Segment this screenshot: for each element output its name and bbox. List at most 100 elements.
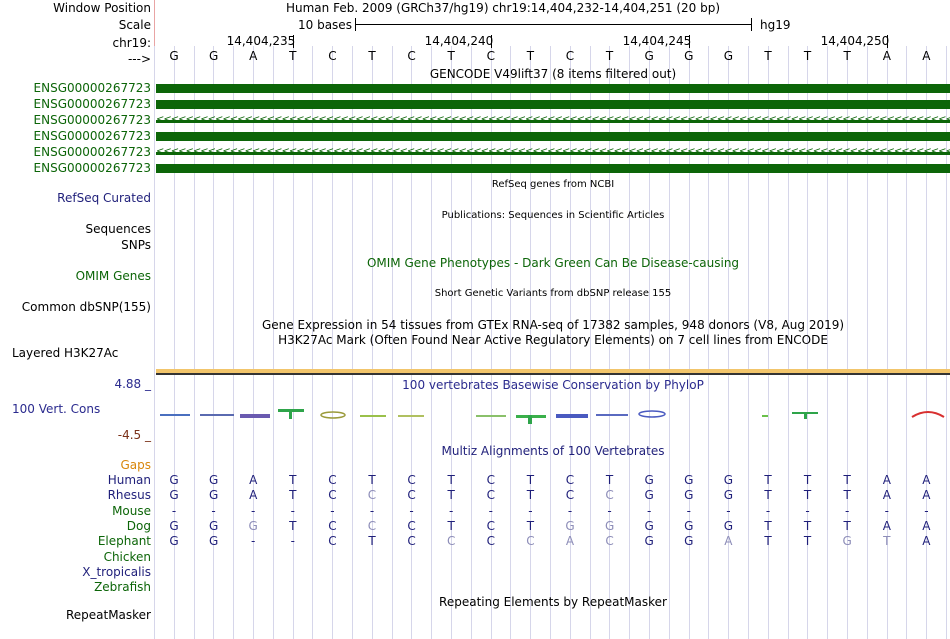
base-letter: A	[882, 49, 891, 63]
gencode-title: GENCODE V49lift37 (8 items filtered out)	[429, 67, 677, 81]
base-letter: G	[208, 49, 219, 63]
base-letter: T	[447, 49, 455, 63]
alignment-base: C	[328, 488, 337, 503]
sequences-label[interactable]: Sequences	[85, 222, 151, 236]
track-separator-highlight	[156, 369, 950, 373]
layered-h3k27ac-label[interactable]: Layered H3K27Ac	[12, 346, 119, 360]
omim-genes-label[interactable]: OMIM Genes	[75, 269, 151, 283]
phylop-title: 100 vertebrates Basewise Conservation by…	[402, 378, 704, 392]
alignment-base: G	[644, 518, 654, 533]
phylop-mark	[160, 414, 190, 416]
phylop-mark	[320, 411, 346, 419]
alignment-base: A	[724, 534, 733, 549]
phylop-mark	[200, 414, 234, 416]
alignment-base: G	[604, 518, 615, 533]
alignment-base: -	[924, 503, 929, 518]
track-label-column: Window Position Scale chr19: ---> ENSG00…	[0, 0, 155, 639]
alignment-base: C	[367, 488, 377, 503]
species-label[interactable]: Chicken	[103, 549, 151, 564]
alignment-base: -	[290, 503, 295, 518]
gridline	[391, 46, 393, 639]
alignment-base: T	[289, 488, 297, 503]
window-position-text: Human Feb. 2009 (GRCh37/hg19) chr19:14,4…	[285, 1, 720, 15]
gencode-feature-bar[interactable]	[156, 132, 950, 141]
alignment-base: G	[723, 488, 734, 503]
gaps-label: Gaps	[120, 458, 151, 472]
scale-bar-left-cap	[355, 18, 356, 31]
alignment-base: T	[289, 518, 297, 533]
gridline	[569, 46, 571, 639]
gridline	[708, 46, 710, 639]
gencode-item-label[interactable]: ENSG00000267723	[33, 97, 151, 111]
gencode-strand-arrows: <<<<<<<<<<<<<<<<<<<<<<<<<<<<<<<<<<<<<<<<…	[156, 146, 950, 157]
alignment-base: G	[169, 518, 179, 533]
common-dbsnp-label[interactable]: Common dbSNP(155)	[21, 300, 151, 314]
gencode-item-label[interactable]: ENSG00000267723	[33, 145, 151, 159]
gridline	[431, 46, 433, 639]
alignment-base: C	[446, 534, 456, 549]
gridline	[946, 46, 947, 639]
gridline	[827, 46, 829, 639]
alignment-base: A	[922, 488, 931, 503]
alignment-base: G	[169, 473, 179, 487]
phylop-mark	[476, 415, 506, 417]
position-tick-label: 14,404,250	[820, 34, 890, 48]
alignment-base: C	[328, 473, 337, 487]
alignment-base: T	[289, 473, 297, 487]
gencode-feature-bar[interactable]	[156, 164, 950, 173]
refseq-title: RefSeq genes from NCBI	[491, 179, 615, 190]
alignment-base: A	[882, 488, 891, 503]
alignment-base: G	[684, 518, 694, 533]
gencode-feature-line[interactable]	[156, 120, 950, 123]
gridline	[292, 46, 294, 639]
species-label[interactable]: Human	[107, 473, 151, 487]
position-tick-label: 14,404,240	[424, 34, 494, 48]
track-image-area[interactable]: Human Feb. 2009 (GRCh37/hg19) chr19:14,4…	[154, 0, 950, 639]
gridline	[332, 46, 334, 639]
species-label[interactable]: Elephant	[97, 534, 151, 549]
base-letter: G	[169, 49, 179, 63]
base-letter: A	[249, 49, 258, 63]
conservation-max-value: 4.88 _	[114, 377, 151, 391]
species-label[interactable]: Rhesus	[107, 488, 151, 503]
refseq-curated-label[interactable]: RefSeq Curated	[57, 191, 151, 205]
species-label[interactable]: X_tropicalis	[82, 564, 151, 579]
species-label[interactable]: Mouse	[112, 503, 151, 518]
species-label[interactable]: Zebrafish	[94, 580, 151, 595]
base-letter: C	[407, 49, 416, 63]
gridline	[253, 46, 254, 639]
gencode-feature-line[interactable]	[156, 152, 950, 155]
base-letter: A	[922, 49, 931, 63]
gencode-feature-bar[interactable]	[156, 100, 950, 109]
gencode-item-label[interactable]: ENSG00000267723	[33, 161, 151, 175]
gencode-item-label[interactable]: ENSG00000267723	[33, 113, 151, 127]
snps-label[interactable]: SNPs	[121, 238, 151, 252]
assembly-label: hg19	[760, 18, 791, 32]
alignment-base: A	[565, 534, 575, 549]
gridline	[470, 46, 472, 639]
vert-cons-label[interactable]: 100 Vert. Cons	[12, 402, 101, 416]
alignment-base: C	[328, 534, 337, 549]
alignment-base: G	[842, 534, 852, 549]
species-label[interactable]: Dog	[126, 518, 151, 533]
phylop-mark	[911, 411, 945, 418]
alignment-base: -	[409, 503, 414, 518]
repeatmasker-label[interactable]: RepeatMasker	[65, 608, 151, 622]
alignment-base: -	[171, 503, 177, 518]
alignment-base: C	[486, 488, 495, 503]
gencode-item-label[interactable]: ENSG00000267723	[33, 129, 151, 143]
position-tick	[886, 35, 888, 48]
base-letter: T	[526, 49, 535, 63]
alignment-base: G	[565, 518, 575, 533]
gridline	[866, 46, 868, 639]
alignment-base: T	[368, 534, 376, 549]
alignment-base: T	[447, 473, 455, 487]
scale-bar-right-cap	[751, 18, 752, 31]
gencode-feature-bar[interactable]	[156, 84, 950, 93]
alignment-base: T	[764, 473, 772, 487]
alignment-base: C	[407, 473, 416, 487]
gencode-item-label[interactable]: ENSG00000267723	[33, 81, 151, 95]
alignment-base: C	[605, 534, 614, 549]
alignment-base: -	[765, 503, 771, 518]
